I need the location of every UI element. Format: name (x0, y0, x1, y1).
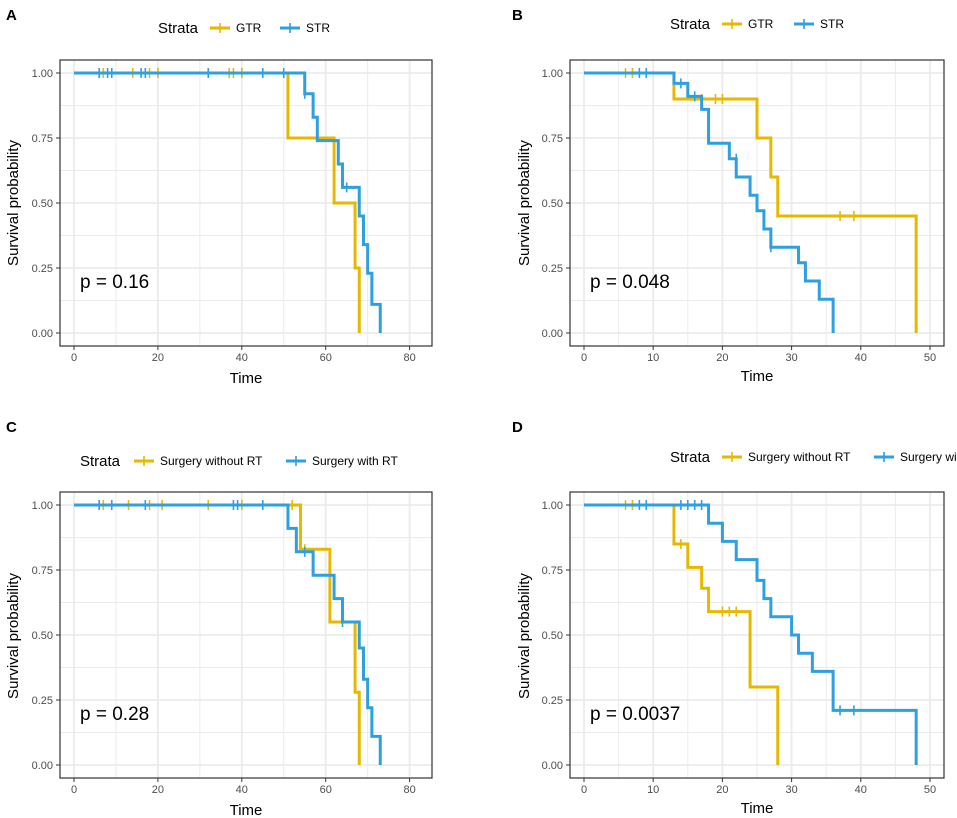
y-tick-label: 1.00 (542, 68, 563, 80)
panel-letter: D (512, 419, 523, 436)
x-tick-label: 60 (320, 784, 332, 796)
y-tick-label: 0.25 (32, 263, 53, 275)
legend-entry: GTR (236, 21, 262, 35)
legend-entry: Surgery without RT (748, 450, 851, 464)
y-tick-label: 1.00 (32, 68, 53, 80)
x-tick-label: 40 (236, 352, 248, 364)
panel-b: B 0 10 20 30 40 50 0.00 0.25 0.50 0.75 1.00 Time Surv… (512, 7, 945, 385)
y-tick-label: 0.00 (542, 328, 563, 340)
x-tick-label: 10 (647, 784, 659, 796)
y-tick-label: 0.00 (542, 760, 563, 772)
survival-curve-surgery-without-rt (74, 503, 361, 765)
x-tick-label: 80 (403, 784, 415, 796)
y-axis-label: Survival probability (516, 573, 533, 699)
legend-entry: Surgery without RT (160, 454, 263, 468)
x-tick-label: 40 (236, 784, 248, 796)
y-tick-label: 0.75 (542, 133, 563, 145)
x-tick-label: 30 (785, 784, 797, 796)
plot-frame (569, 59, 945, 347)
legend-entry: Surgery with RT (312, 454, 398, 468)
plot-frame (569, 491, 945, 779)
survival-curve-gtr (74, 71, 361, 333)
panel-c: C 0 20 40 60 80 0.00 0.25 0.50 0.75 1.00 Time Surviv… (5, 419, 433, 818)
x-tick-label: 20 (152, 784, 164, 796)
x-axis-label: Time (741, 368, 774, 385)
x-axis-label: Time (230, 802, 263, 818)
y-tick-label: 0.25 (542, 695, 563, 707)
x-tick-label: 20 (716, 784, 728, 796)
panel-letter: B (512, 7, 523, 24)
x-tick-label: 30 (785, 352, 797, 364)
x-tick-label: 60 (320, 352, 332, 364)
legend-title: Strata (670, 449, 711, 466)
y-tick-label: 0.75 (32, 565, 53, 577)
y-tick-label: 0.25 (32, 695, 53, 707)
y-tick-label: 0.00 (32, 328, 53, 340)
x-axis-label: Time (230, 370, 263, 387)
survival-curve-str (584, 71, 835, 333)
legend-title: Strata (80, 453, 121, 470)
y-axis-label: Survival probability (5, 140, 22, 266)
y-tick-label: 0.75 (542, 565, 563, 577)
x-tick-label: 80 (403, 352, 415, 364)
y-tick-label: 1.00 (542, 500, 563, 512)
legend-entry: Surgery with RT (900, 450, 957, 464)
survival-curve-surgery-without-rt (584, 503, 780, 765)
p-value-label: p = 0.28 (80, 704, 149, 725)
x-tick-label: 50 (924, 352, 936, 364)
y-axis-label: Survival probability (5, 573, 22, 699)
y-tick-label: 0.00 (32, 760, 53, 772)
y-tick-label: 0.50 (32, 630, 53, 642)
survival-curve-str (74, 71, 382, 333)
x-tick-label: 0 (581, 784, 587, 796)
x-tick-label: 0 (71, 352, 77, 364)
x-tick-label: 20 (152, 352, 164, 364)
y-tick-label: 0.50 (32, 198, 53, 210)
y-axis-label: Survival probability (516, 140, 533, 266)
p-value-label: p = 0.16 (80, 272, 149, 293)
x-tick-label: 40 (855, 784, 867, 796)
legend-entry: STR (306, 21, 330, 35)
y-tick-label: 0.25 (542, 263, 563, 275)
x-tick-label: 0 (581, 352, 587, 364)
y-tick-label: 0.50 (542, 630, 563, 642)
legend-title: Strata (158, 20, 199, 37)
x-tick-label: 0 (71, 784, 77, 796)
legend-entry: GTR (748, 17, 774, 31)
panel-letter: A (6, 7, 17, 24)
legend-entry: STR (820, 17, 844, 31)
y-tick-label: 0.50 (542, 198, 563, 210)
x-tick-label: 10 (647, 352, 659, 364)
p-value-label: p = 0.0037 (590, 704, 680, 725)
y-tick-label: 0.75 (32, 133, 53, 145)
panel-a: A 0 20 40 60 80 0.00 0.25 0.50 0.75 1.00 Time Surviv… (5, 7, 433, 387)
x-tick-label: 50 (924, 784, 936, 796)
p-value-label: p = 0.048 (590, 272, 670, 293)
panel-letter: C (6, 419, 17, 436)
x-axis-label: Time (741, 800, 774, 817)
x-tick-label: 40 (855, 352, 867, 364)
panel-d: D 0 10 20 30 40 50 0.00 0.25 0.50 0.75 1.00 Time Surv… (512, 419, 957, 817)
survival-curve-gtr (584, 71, 918, 333)
y-tick-label: 1.00 (32, 500, 53, 512)
legend-title: Strata (670, 16, 711, 33)
x-tick-label: 20 (716, 352, 728, 364)
survival-curve-surgery-with-rt (584, 503, 918, 765)
plot-frame (59, 491, 433, 779)
plot-frame (59, 59, 433, 347)
